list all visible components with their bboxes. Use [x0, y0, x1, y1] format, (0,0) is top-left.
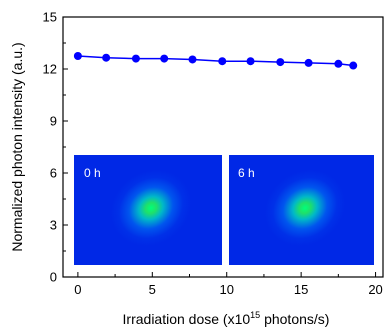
x-tick-label: 15 [294, 282, 308, 297]
y-tick-label: 15 [43, 10, 57, 25]
data-point [188, 55, 197, 64]
beam-spot-6h [264, 169, 346, 247]
inset-label-6h: 6 h [238, 166, 255, 180]
inset-0h: 0 h [74, 155, 222, 265]
inset-label-0h: 0 h [84, 166, 101, 180]
data-point [334, 59, 343, 68]
x-axis-label: Irradiation dose (x1015 photons/s) [123, 310, 330, 327]
data-point [160, 54, 169, 63]
x-tick-label: 5 [149, 282, 156, 297]
y-tick-label: 6 [50, 166, 57, 181]
inset-6h: 6 h [229, 155, 374, 265]
data-point [246, 57, 255, 66]
data-point [304, 58, 313, 67]
data-point [349, 61, 358, 70]
beam-spot-0h [110, 169, 192, 247]
data-point [73, 52, 82, 60]
x-axis: 0 5 10 15 20 [74, 272, 383, 297]
x-tick-label: 0 [74, 282, 81, 297]
y-axis-label: Normalized photon intensity (a.u.) [9, 42, 25, 251]
x-tick-label: 20 [368, 282, 382, 297]
y-axis: 0 3 6 9 12 15 [43, 10, 68, 285]
series-group [73, 52, 358, 70]
data-point [131, 54, 140, 63]
y-tick-label: 3 [50, 218, 57, 233]
y-tick-label: 12 [43, 62, 57, 77]
data-point [218, 57, 227, 66]
data-point [276, 58, 285, 67]
y-tick-label: 0 [50, 270, 57, 285]
data-point [102, 53, 111, 62]
y-tick-label: 9 [50, 114, 57, 129]
x-tick-label: 10 [219, 282, 233, 297]
